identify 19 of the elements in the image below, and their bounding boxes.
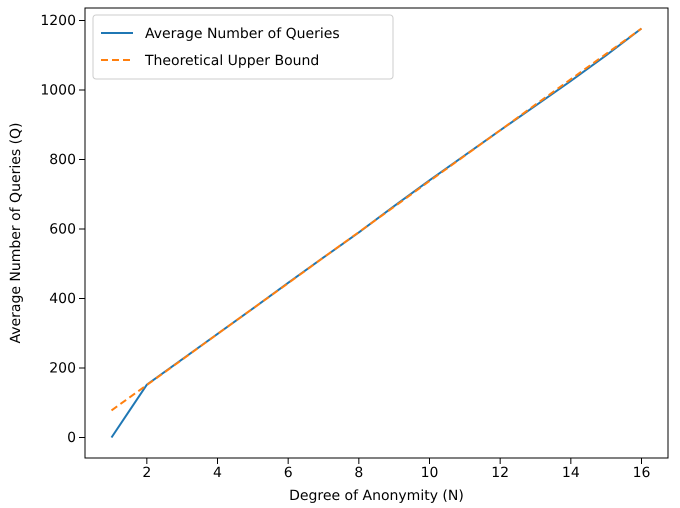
legend-label: Theoretical Upper Bound: [144, 53, 320, 69]
y-tick-label: 600: [49, 221, 76, 238]
x-tick-label: 6: [284, 464, 293, 481]
y-tick-label: 1000: [40, 82, 76, 98]
x-axis-title: Degree of Anonymity (N): [289, 488, 464, 504]
y-tick-label: 1200: [40, 12, 76, 29]
x-tick-label: 8: [354, 464, 364, 481]
y-tick-label: 800: [49, 152, 76, 168]
y-tick-label: 0: [67, 430, 76, 446]
y-axis-title: Average Number of Queries (Q): [8, 122, 24, 344]
x-tick-label: 4: [213, 464, 222, 481]
y-tick-label: 200: [49, 360, 76, 376]
x-tick-label: 2: [142, 464, 152, 481]
x-tick-label: 14: [562, 464, 580, 481]
x-tick-label: 10: [420, 464, 438, 481]
legend-label: Average Number of Queries: [145, 26, 340, 42]
y-tick-label: 400: [49, 290, 76, 307]
x-tick-label: 16: [632, 464, 650, 481]
x-tick-label: 12: [491, 464, 510, 481]
